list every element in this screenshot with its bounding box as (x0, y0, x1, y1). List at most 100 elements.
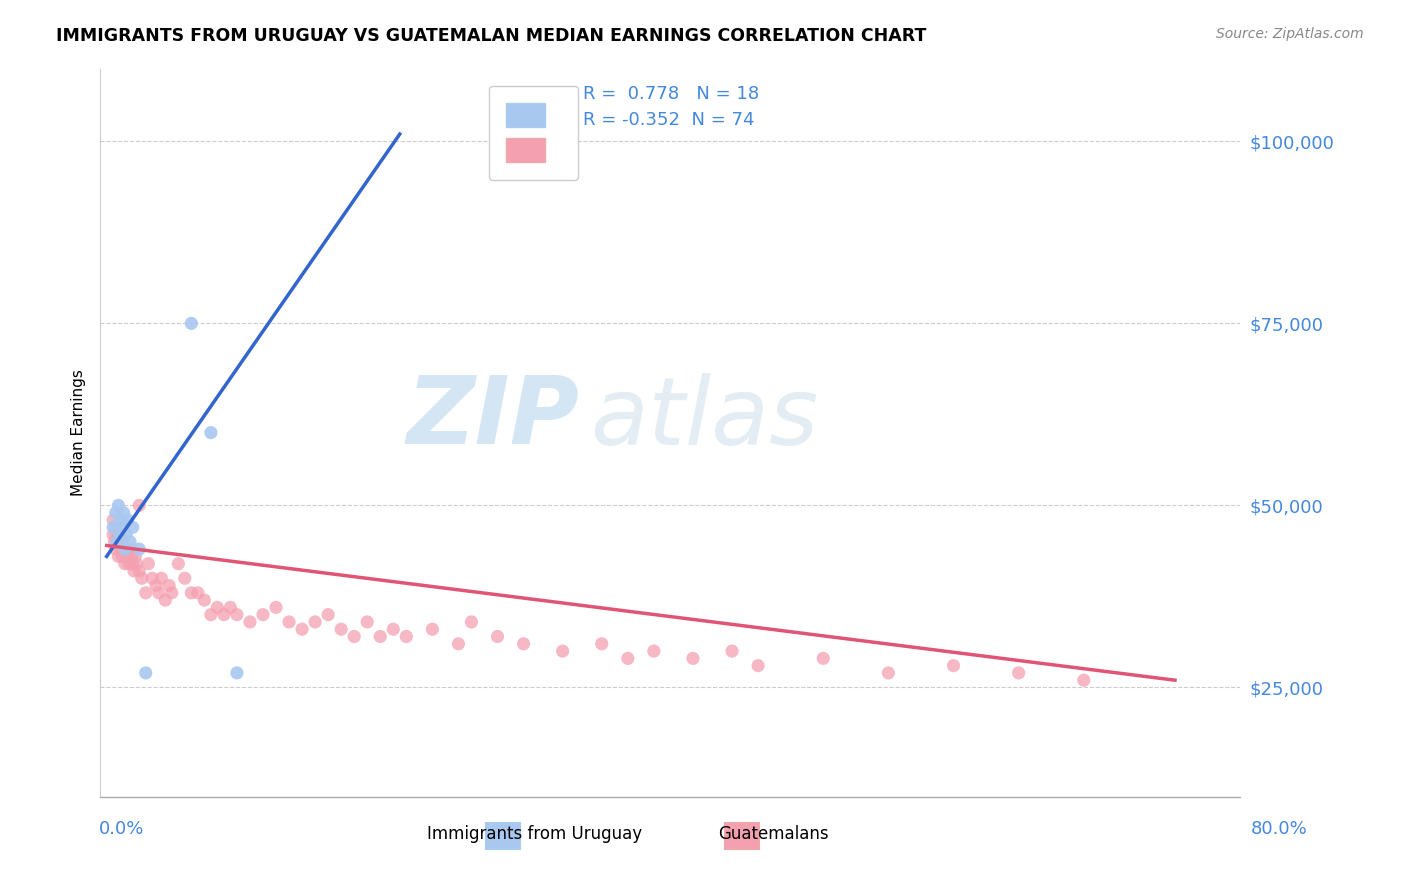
Point (330, 622, 353, 636)
Point (115, 527, 138, 541)
Point (112, 534, 135, 549)
Point (180, 317, 202, 331)
Point (107, 527, 129, 541)
Point (110, 542, 132, 557)
Point (120, 549, 142, 564)
Point (219, 600, 242, 615)
Point (108, 527, 131, 541)
Point (877, 665, 900, 680)
Point (942, 658, 965, 673)
Point (117, 513, 139, 527)
Point (551, 644, 574, 658)
Point (1008, 665, 1031, 680)
Point (167, 557, 190, 571)
Point (128, 564, 150, 578)
Point (382, 622, 405, 636)
Point (145, 578, 167, 592)
Point (103, 534, 125, 549)
Point (121, 557, 143, 571)
Point (747, 658, 769, 673)
Point (135, 586, 157, 600)
Point (114, 557, 136, 571)
Point (107, 549, 129, 564)
Point (447, 637, 470, 651)
Point (212, 607, 235, 622)
Text: IMMIGRANTS FROM URUGUAY VS GUATEMALAN MEDIAN EARNINGS CORRELATION CHART: IMMIGRANTS FROM URUGUAY VS GUATEMALAN ME… (56, 27, 927, 45)
Text: R =  0.778   N = 18: R = 0.778 N = 18 (583, 85, 759, 103)
Y-axis label: Median Earnings: Median Earnings (72, 369, 86, 496)
Legend: , : , (489, 86, 578, 179)
Point (107, 499, 129, 513)
Point (122, 564, 145, 578)
Point (368, 630, 391, 644)
Point (118, 557, 141, 571)
Point (187, 586, 209, 600)
Point (128, 499, 150, 513)
Point (813, 651, 835, 665)
Point (422, 622, 444, 636)
Point (112, 506, 135, 520)
Point (180, 586, 202, 600)
Point (200, 425, 222, 440)
Point (131, 571, 153, 585)
Point (104, 542, 127, 557)
Point (120, 542, 142, 557)
Point (264, 600, 287, 615)
Point (128, 542, 150, 557)
Point (173, 571, 195, 585)
Point (105, 527, 128, 541)
Text: atlas: atlas (591, 373, 818, 464)
Point (101, 527, 124, 541)
Point (160, 586, 183, 600)
Point (111, 520, 134, 534)
Point (101, 513, 124, 527)
Point (115, 542, 138, 557)
Point (460, 615, 482, 629)
Point (120, 534, 142, 549)
Point (135, 665, 157, 680)
Point (101, 520, 124, 534)
Point (200, 607, 222, 622)
Point (356, 615, 378, 629)
Text: 80.0%: 80.0% (1251, 820, 1308, 838)
Point (226, 665, 249, 680)
Point (110, 513, 132, 527)
Point (138, 557, 160, 571)
Point (239, 615, 262, 629)
Point (114, 542, 136, 557)
Point (117, 549, 139, 564)
Point (125, 557, 148, 571)
Point (150, 571, 173, 585)
Point (104, 506, 127, 520)
Text: ZIP: ZIP (406, 372, 579, 464)
Point (155, 593, 177, 607)
Point (108, 534, 131, 549)
Point (278, 615, 301, 629)
Point (291, 622, 314, 636)
Point (316, 607, 339, 622)
Point (252, 607, 274, 622)
Point (1073, 673, 1095, 688)
Text: Immigrants from Uruguay: Immigrants from Uruguay (426, 825, 643, 843)
Point (643, 644, 665, 658)
Text: Source: ZipAtlas.com: Source: ZipAtlas.com (1216, 27, 1364, 41)
Point (512, 637, 534, 651)
Point (105, 534, 128, 549)
Point (591, 637, 613, 651)
Point (721, 644, 744, 658)
Point (124, 549, 146, 564)
Point (682, 651, 704, 665)
Point (141, 571, 163, 585)
Point (617, 651, 640, 665)
Point (207, 600, 229, 615)
Text: 0.0%: 0.0% (98, 820, 143, 838)
Point (304, 615, 326, 629)
Point (157, 578, 180, 592)
Point (104, 520, 127, 534)
Point (395, 630, 418, 644)
Point (486, 630, 509, 644)
Text: Guatemalans: Guatemalans (718, 825, 828, 843)
Point (343, 630, 366, 644)
Text: R = -0.352  N = 74: R = -0.352 N = 74 (583, 112, 755, 129)
Point (226, 607, 249, 622)
